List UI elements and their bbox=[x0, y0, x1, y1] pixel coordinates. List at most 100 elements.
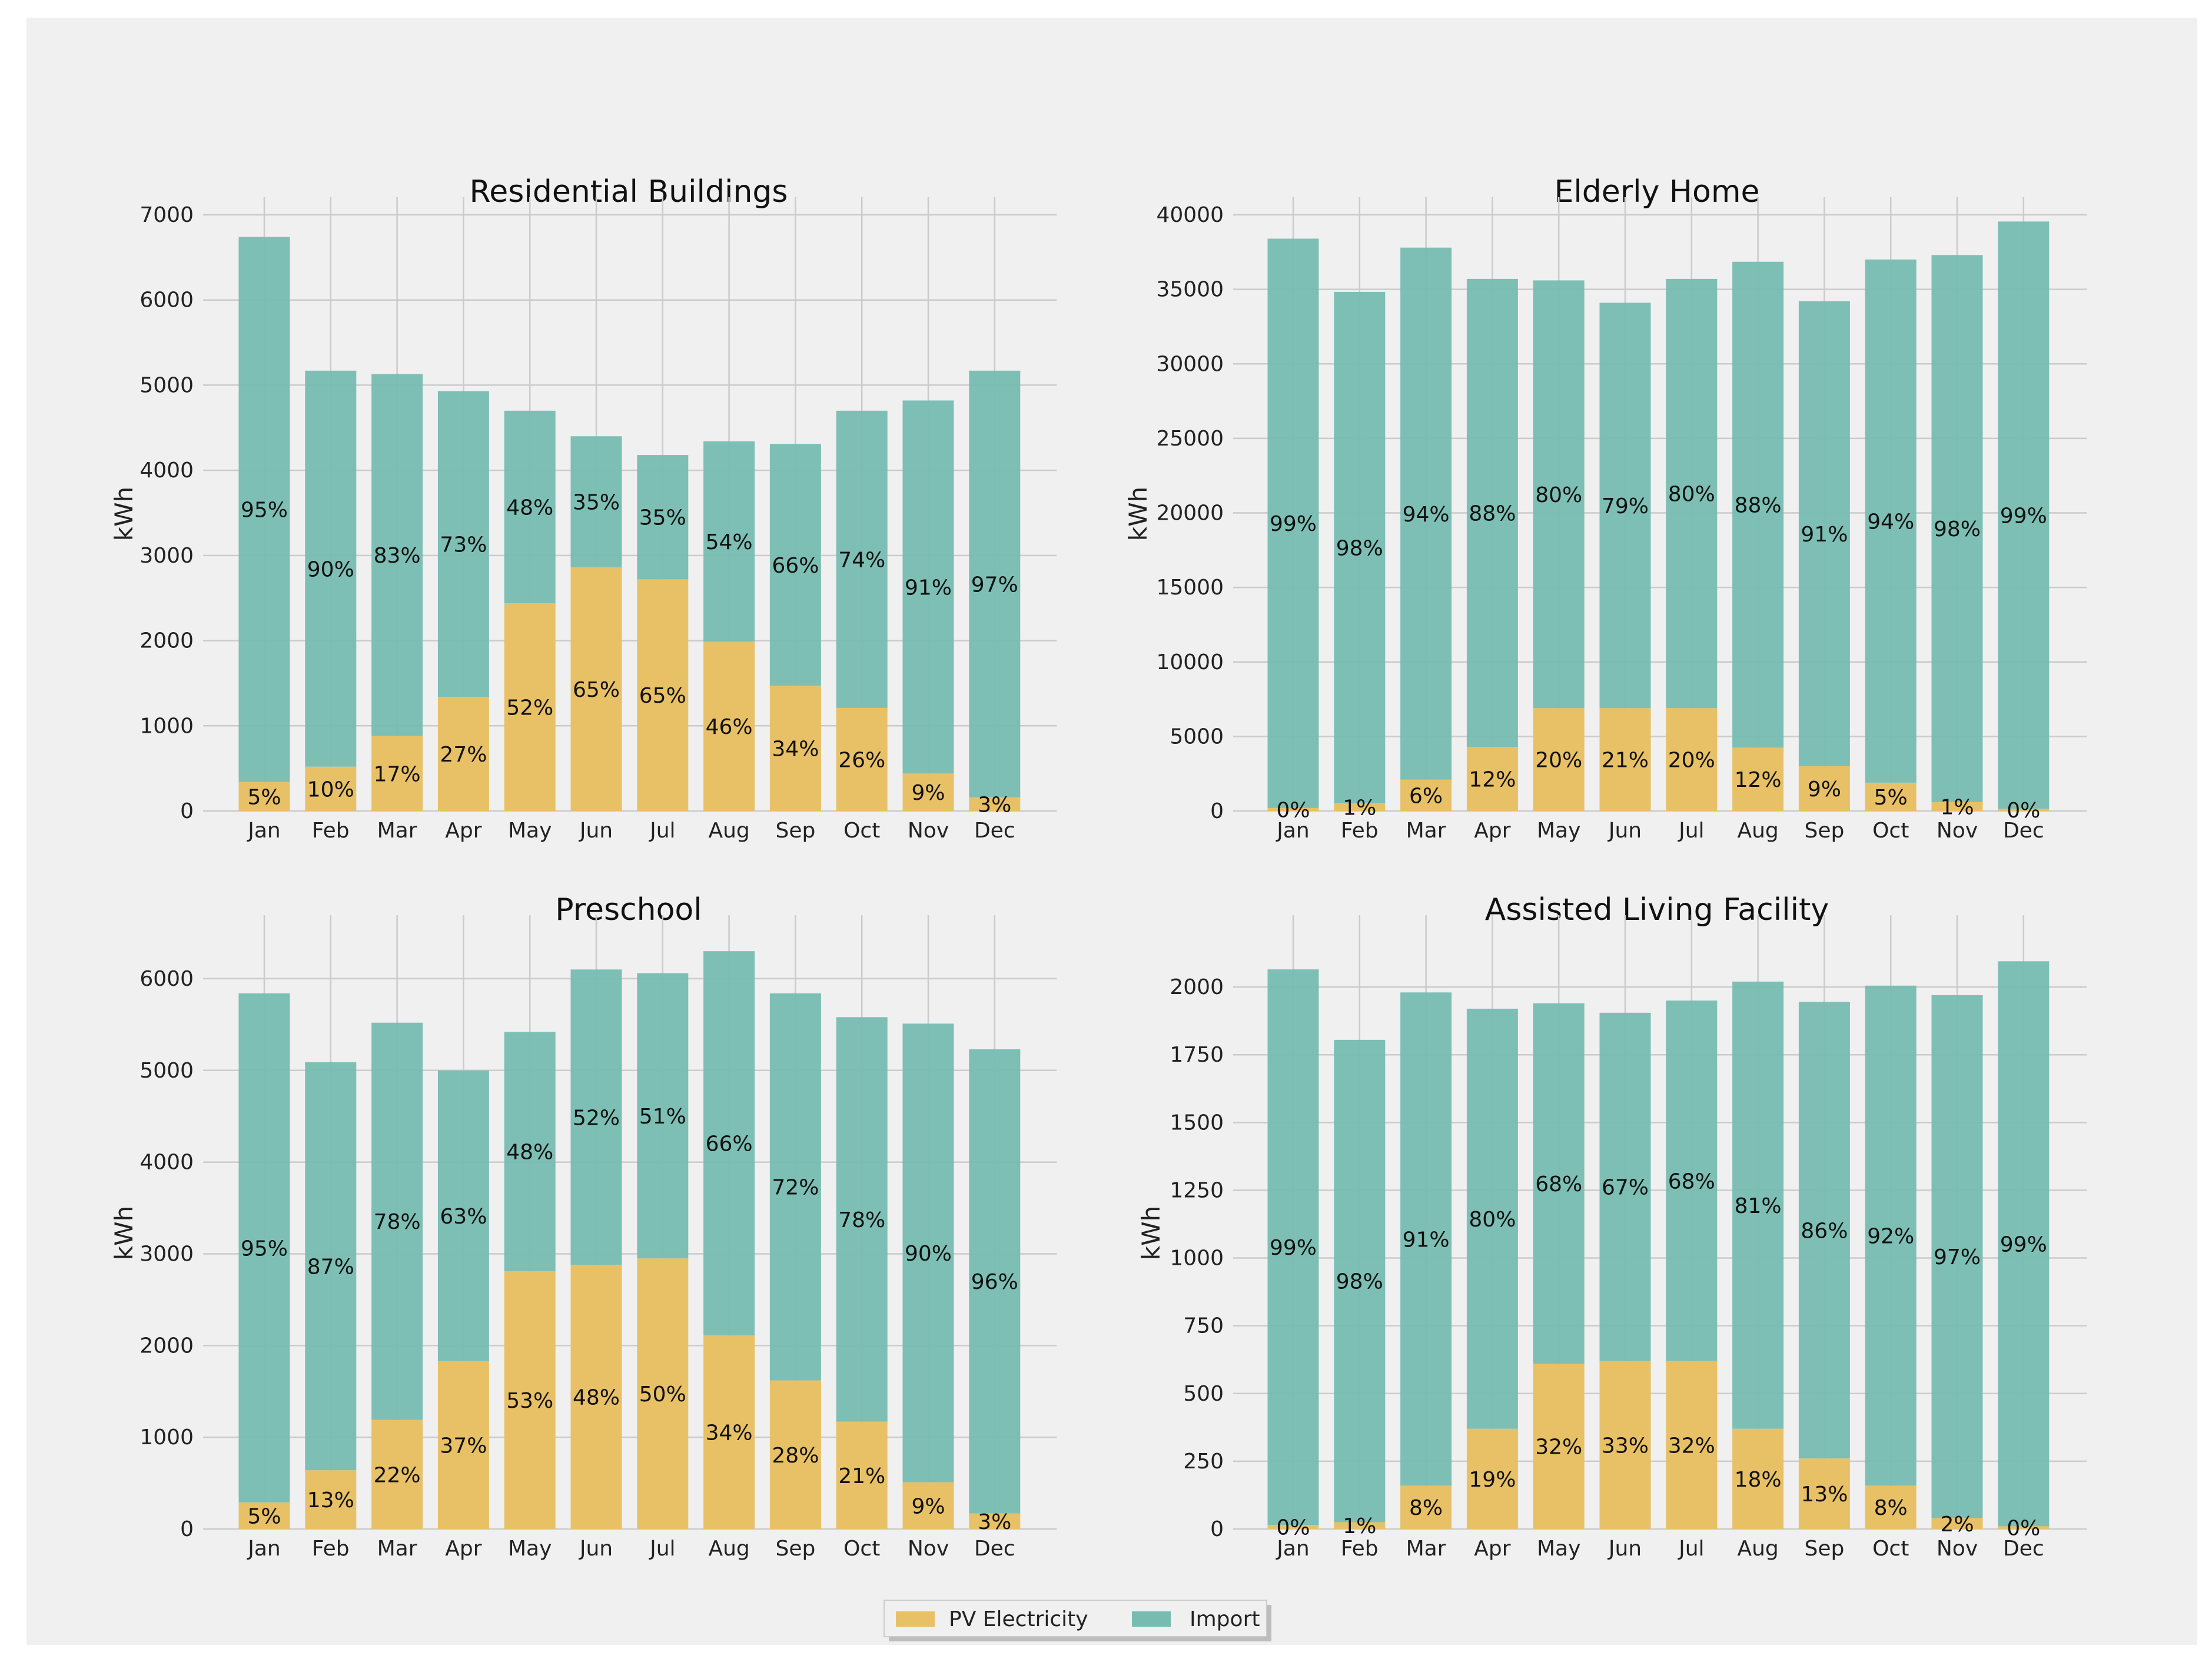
bar-import bbox=[902, 400, 954, 774]
x-tick-label: Jul bbox=[1678, 819, 1704, 843]
y-tick-label: 2000 bbox=[140, 1334, 194, 1358]
bar-import bbox=[437, 391, 489, 697]
data-label-pv: 50% bbox=[639, 1382, 686, 1407]
x-tick-label: Apr bbox=[445, 1537, 481, 1561]
bar-pv bbox=[769, 686, 821, 811]
bar-pv bbox=[1400, 1485, 1452, 1529]
data-label-pv: 34% bbox=[706, 1421, 753, 1445]
bar-import bbox=[1931, 995, 1983, 1518]
panel-title: Preschool bbox=[555, 892, 702, 928]
bars bbox=[1267, 221, 2050, 811]
data-label-pv: 19% bbox=[1469, 1468, 1516, 1492]
data-label-import: 98% bbox=[1336, 1270, 1383, 1294]
data-label-import: 91% bbox=[1801, 523, 1848, 547]
bar-import bbox=[1334, 1039, 1386, 1523]
x-tick-label: Apr bbox=[1474, 1537, 1510, 1561]
x-tick-label: Nov bbox=[1937, 819, 1978, 843]
bar-import bbox=[504, 410, 556, 603]
bar-pv bbox=[238, 1502, 290, 1529]
bar-import bbox=[703, 951, 755, 1336]
data-label-import: 66% bbox=[706, 1132, 753, 1156]
data-label-pv: 28% bbox=[772, 1444, 819, 1468]
data-label-import: 94% bbox=[1403, 503, 1450, 527]
x-tick-label: Jun bbox=[1607, 1537, 1642, 1561]
bar-pv bbox=[1400, 779, 1452, 811]
bar-pv bbox=[305, 766, 357, 811]
x-tick-label: Jul bbox=[649, 1537, 675, 1561]
data-label-import: 35% bbox=[573, 491, 620, 515]
data-label-import: 51% bbox=[639, 1105, 686, 1129]
bar-pv bbox=[1466, 747, 1518, 811]
data-label-import: 98% bbox=[1336, 536, 1383, 560]
panel-title: Assisted Living Facility bbox=[1485, 892, 1829, 928]
data-labels: 0% 99% 1% 98% 6% 94% 12% 88% 20% 80% 21% 79% 20% 80% 1… bbox=[1270, 483, 2047, 823]
bar-import bbox=[504, 1032, 556, 1272]
bar-import bbox=[637, 455, 689, 580]
bar-pv bbox=[1533, 708, 1585, 811]
y-tick-label: 3000 bbox=[140, 1242, 194, 1266]
data-label-pv: 26% bbox=[838, 748, 885, 772]
y-tick-label: 5000 bbox=[140, 1059, 194, 1083]
x-ticks: Jan Feb Mar Apr May Jun Jul Aug Sep Oct Nov Dec bbox=[247, 1537, 1015, 1561]
data-label-import: 96% bbox=[971, 1270, 1018, 1294]
data-label-pv: 65% bbox=[639, 684, 686, 708]
bar-pv bbox=[1865, 782, 1917, 811]
data-label-pv: 3% bbox=[978, 1510, 1011, 1534]
y-tick-label: 0 bbox=[180, 799, 194, 823]
bar-pv bbox=[769, 1380, 821, 1529]
y-tick-label: 0 bbox=[1210, 799, 1224, 823]
data-label-pv: 0% bbox=[2007, 799, 2040, 823]
x-tick-label: Sep bbox=[775, 1537, 815, 1561]
data-label-pv: 37% bbox=[440, 1434, 487, 1458]
bar-pv bbox=[1931, 1518, 1983, 1529]
y-tick-label: 15000 bbox=[1156, 576, 1224, 600]
data-label-import: 88% bbox=[1735, 494, 1782, 518]
y-tick-label: 5000 bbox=[1170, 724, 1224, 749]
y-tick-label: 5000 bbox=[140, 373, 194, 397]
x-tick-label: Feb bbox=[312, 1537, 350, 1561]
x-tick-label: Oct bbox=[1872, 819, 1909, 843]
bar-import bbox=[1599, 303, 1651, 709]
bar-import bbox=[238, 993, 290, 1503]
x-tick-label: Dec bbox=[2003, 1537, 2044, 1561]
data-label-import: 79% bbox=[1602, 494, 1649, 518]
bar-pv bbox=[1998, 809, 2050, 811]
y-ticks: 0 1000 2000 3000 4000 5000 6000 bbox=[140, 967, 194, 1541]
x-tick-label: Feb bbox=[1341, 1537, 1379, 1561]
bar-import bbox=[1798, 1002, 1850, 1459]
bar-import bbox=[437, 1070, 489, 1361]
bar-import bbox=[836, 410, 888, 708]
data-label-import: 72% bbox=[772, 1176, 819, 1200]
bar-pv bbox=[1599, 708, 1651, 811]
y-axis-label: kWh bbox=[109, 1206, 138, 1260]
panel-title: Elderly Home bbox=[1555, 174, 1760, 210]
data-label-import: 86% bbox=[1801, 1219, 1848, 1243]
x-tick-label: Mar bbox=[377, 819, 417, 843]
y-axis-label: kWh bbox=[1137, 1206, 1165, 1260]
x-ticks: Jan Feb Mar Apr May Jun Jul Aug Sep Oct Nov Dec bbox=[1276, 1537, 2044, 1561]
bar-import bbox=[238, 237, 290, 782]
x-tick-label: Aug bbox=[708, 1537, 749, 1561]
data-label-pv: 13% bbox=[1801, 1482, 1848, 1507]
bars bbox=[238, 951, 1021, 1529]
bar-pv bbox=[1931, 802, 1983, 811]
x-tick-label: Nov bbox=[908, 819, 949, 843]
bar-pv bbox=[1798, 766, 1850, 811]
bar-pv bbox=[437, 697, 489, 811]
bar-import bbox=[1466, 278, 1518, 747]
data-label-pv: 18% bbox=[1735, 1468, 1782, 1492]
bar-import bbox=[637, 973, 689, 1259]
y-tick-label: 25000 bbox=[1156, 427, 1224, 451]
bars bbox=[238, 237, 1021, 811]
bar-pv bbox=[570, 567, 622, 811]
bar-import bbox=[570, 969, 622, 1265]
data-label-import: 54% bbox=[706, 530, 753, 554]
data-label-pv: 21% bbox=[1602, 749, 1649, 773]
data-label-import: 83% bbox=[374, 544, 421, 568]
data-label-import: 90% bbox=[307, 557, 354, 581]
x-tick-label: Feb bbox=[312, 819, 350, 843]
y-tick-label: 3000 bbox=[140, 544, 194, 568]
data-labels: 0% 99% 1% 98% 8% 91% 19% 80% 32% 68% 33% 67% 32% 68% 1… bbox=[1270, 1169, 2047, 1540]
